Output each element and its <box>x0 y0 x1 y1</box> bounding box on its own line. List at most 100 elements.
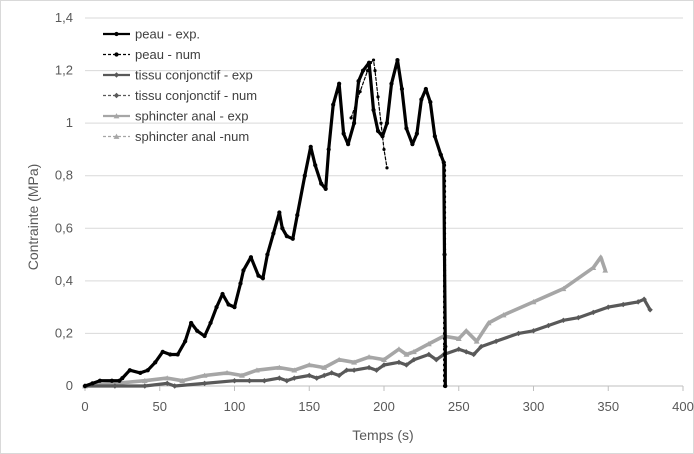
data-point <box>346 142 351 147</box>
data-point <box>442 195 447 199</box>
legend-label: tissu conjonctif - num <box>135 88 257 103</box>
data-point <box>120 376 125 381</box>
x-tick-label: 300 <box>523 399 545 414</box>
data-point <box>442 242 447 246</box>
data-point <box>349 116 353 120</box>
legend-label: tissu conjonctif - exp <box>135 68 253 83</box>
data-point <box>647 307 653 313</box>
series-group <box>82 57 653 389</box>
legend-label: peau - exp. <box>135 27 200 42</box>
data-point <box>352 121 357 126</box>
data-point <box>442 337 447 341</box>
data-point <box>442 289 447 293</box>
data-point <box>321 372 327 379</box>
data-point <box>411 348 417 355</box>
data-point <box>597 254 604 260</box>
x-tick-labels: 0 50 100 150 200 250 300 350 400 <box>81 399 693 414</box>
data-point <box>384 121 390 126</box>
legend: peau - exp. peau - num tissu conjonctif - … <box>103 27 257 144</box>
data-point <box>336 372 342 379</box>
data-point <box>371 107 376 113</box>
data-point <box>271 231 276 236</box>
x-axis-title: Temps (s) <box>352 427 413 443</box>
legend-label: sphincter anal -num <box>135 129 249 144</box>
data-point <box>500 312 507 318</box>
legend-item: peau - exp. <box>103 27 200 42</box>
data-point <box>442 295 447 299</box>
x-tick-label: 250 <box>448 399 470 414</box>
data-point <box>172 383 178 389</box>
data-point <box>277 210 282 215</box>
data-point <box>319 181 324 186</box>
data-point <box>428 100 433 105</box>
legend-marker <box>113 92 120 99</box>
data-point <box>291 375 297 381</box>
data-point <box>425 341 432 347</box>
data-point <box>560 285 567 292</box>
data-point <box>403 362 410 368</box>
data-point <box>308 144 313 149</box>
data-point <box>442 200 447 204</box>
data-point <box>379 121 383 125</box>
data-point <box>456 346 462 352</box>
data-point <box>442 231 447 236</box>
data-point <box>442 316 447 320</box>
data-point <box>485 320 492 326</box>
data-point <box>433 357 440 363</box>
data-point <box>442 321 447 325</box>
data-point <box>641 296 647 302</box>
data-point <box>276 375 283 381</box>
data-point <box>351 359 357 365</box>
data-point <box>389 81 394 86</box>
data-point <box>442 326 447 330</box>
data-point <box>396 346 402 352</box>
data-point <box>331 102 336 107</box>
data-point <box>530 328 537 334</box>
series-line <box>350 59 388 169</box>
data-point <box>438 152 443 157</box>
x-tick-label: 0 <box>81 399 88 414</box>
legend-item: tissu conjonctif - exp <box>103 68 253 83</box>
data-point <box>112 380 118 386</box>
data-point <box>442 379 447 383</box>
y-tick-label: 1 <box>66 115 73 130</box>
data-point <box>442 352 447 357</box>
data-point <box>395 57 400 63</box>
data-point <box>295 213 300 218</box>
data-point <box>358 90 362 94</box>
data-point <box>214 305 219 310</box>
data-point <box>404 126 409 131</box>
data-point <box>423 86 428 92</box>
data-point <box>442 342 447 346</box>
data-point <box>238 281 243 286</box>
data-point <box>109 378 115 383</box>
data-point <box>226 302 231 307</box>
x-tick-label: 100 <box>224 399 246 414</box>
data-point <box>382 147 386 152</box>
data-point <box>220 291 225 297</box>
data-point <box>179 377 186 384</box>
data-point <box>248 255 254 260</box>
data-point <box>306 372 312 379</box>
data-point <box>473 338 480 344</box>
data-point <box>224 369 230 376</box>
data-point <box>493 338 499 345</box>
data-point <box>306 362 313 368</box>
data-point <box>442 205 447 209</box>
legend-label: peau - num <box>135 47 201 62</box>
data-point <box>411 357 417 363</box>
series-line <box>83 255 608 388</box>
data-point <box>442 184 447 188</box>
x-tick-label: 50 <box>153 399 167 414</box>
data-point <box>442 384 447 388</box>
data-point <box>341 131 346 136</box>
data-point <box>360 68 366 73</box>
data-point <box>314 375 320 381</box>
data-point <box>442 168 447 173</box>
data-point <box>260 276 266 281</box>
data-point <box>337 81 342 86</box>
data-point <box>381 362 387 368</box>
data-point <box>328 370 335 376</box>
data-point <box>442 331 447 336</box>
